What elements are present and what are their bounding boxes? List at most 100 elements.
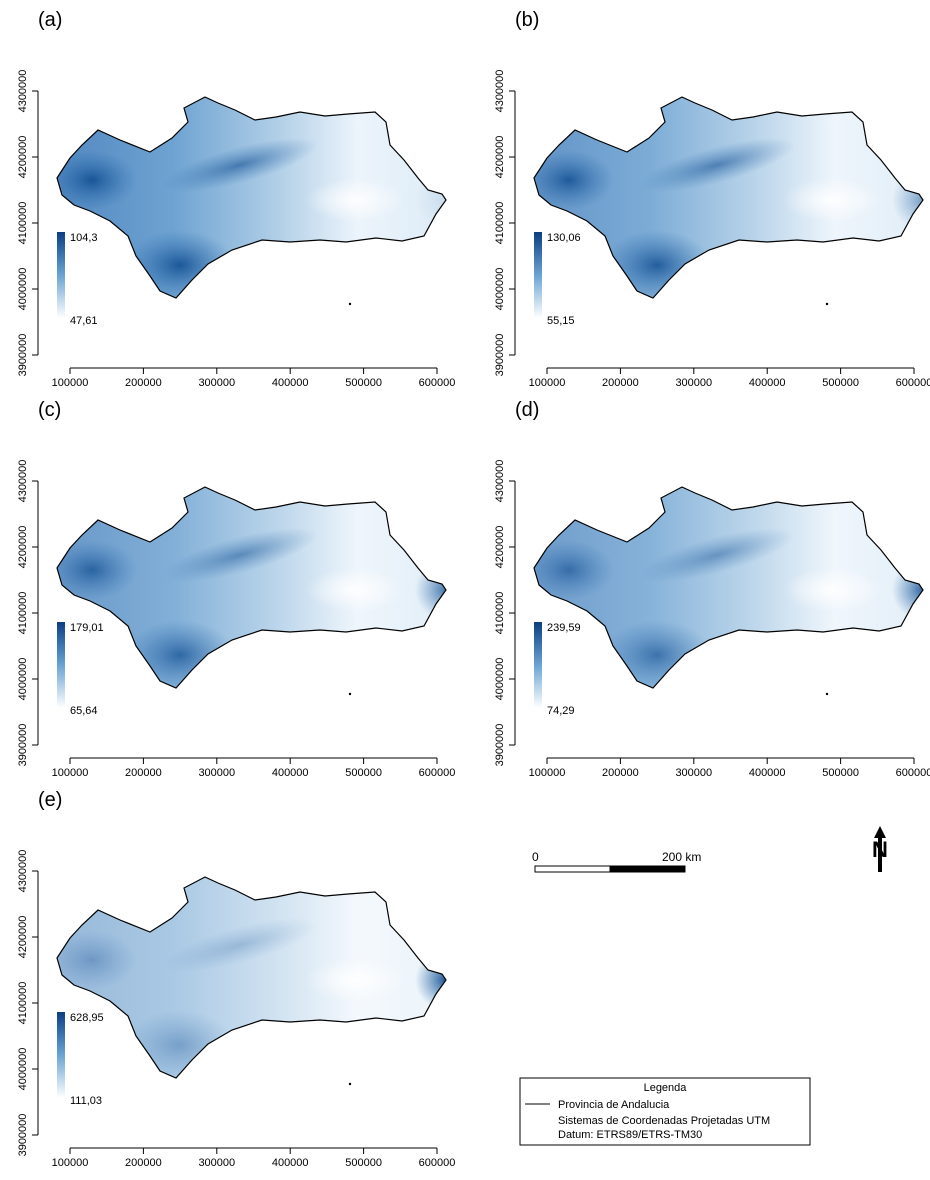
scale-segment bbox=[609, 865, 686, 873]
x-tick-label: 500000 bbox=[345, 1157, 382, 1169]
province-outline bbox=[533, 486, 924, 689]
x-tick-label: 300000 bbox=[198, 767, 235, 779]
dark-zone bbox=[415, 170, 446, 230]
scale-start: 0 bbox=[532, 850, 539, 864]
map-fill bbox=[534, 97, 923, 298]
panel-label: (b) bbox=[515, 9, 539, 31]
dark-zone bbox=[125, 1010, 235, 1078]
point bbox=[348, 302, 352, 306]
x-tick-label: 100000 bbox=[52, 1157, 89, 1169]
y-tick-label: 4000000 bbox=[17, 1048, 29, 1091]
dark-zone bbox=[415, 950, 446, 1010]
province-outline bbox=[56, 486, 447, 689]
x-tick-label: 600000 bbox=[419, 767, 456, 779]
scale-end: 200 km bbox=[662, 850, 701, 864]
y-tick-label: 3900000 bbox=[17, 1114, 29, 1157]
y-tick-label: 4000000 bbox=[17, 268, 29, 311]
y-tick-label: 4200000 bbox=[494, 136, 506, 179]
y-tick-label: 4300000 bbox=[17, 850, 29, 893]
y-tick-label: 4100000 bbox=[494, 202, 506, 245]
light-zone bbox=[782, 178, 882, 222]
light-zone bbox=[305, 568, 405, 612]
legend-min: 55,15 bbox=[547, 315, 575, 327]
y-tick-label: 4000000 bbox=[494, 658, 506, 701]
legend-max: 130,06 bbox=[547, 232, 581, 244]
legend-box bbox=[519, 1077, 811, 1146]
arrow bbox=[874, 826, 886, 872]
x-tick-label: 100000 bbox=[529, 767, 566, 779]
x-tick-label: 600000 bbox=[419, 377, 456, 389]
y-tick-label: 4100000 bbox=[17, 592, 29, 635]
y-tick-label: 3900000 bbox=[494, 724, 506, 767]
y-tick-label: 4100000 bbox=[17, 982, 29, 1025]
map-legend: Legenda Provincia de Andalucia Sistemas … bbox=[519, 1077, 811, 1146]
dark-zone bbox=[162, 527, 318, 583]
province-outline bbox=[56, 96, 447, 299]
color-bar bbox=[534, 232, 542, 318]
dark-zone bbox=[534, 150, 614, 210]
map-fill bbox=[57, 97, 446, 298]
legend-item: Provincia de Andalucia bbox=[558, 1099, 670, 1111]
x-tick-label: 100000 bbox=[529, 377, 566, 389]
color-bar bbox=[57, 1012, 65, 1098]
light-zone bbox=[305, 178, 405, 222]
color-bar bbox=[57, 232, 65, 318]
y-tick-label: 4300000 bbox=[17, 460, 29, 503]
scale-bar: 0 200 km bbox=[532, 850, 701, 873]
x-tick-label: 400000 bbox=[749, 377, 786, 389]
panel-label: (a) bbox=[38, 9, 62, 31]
y-tick-label: 4200000 bbox=[17, 526, 29, 569]
point bbox=[825, 302, 829, 306]
y-tick-label: 3900000 bbox=[17, 334, 29, 377]
y-tick-label: 4200000 bbox=[17, 136, 29, 179]
dark-zone bbox=[125, 230, 235, 298]
dark-zone bbox=[602, 230, 712, 298]
dark-zone bbox=[162, 917, 318, 973]
map-fill bbox=[57, 877, 446, 1078]
x-tick-label: 200000 bbox=[602, 767, 639, 779]
x-tick-label: 500000 bbox=[345, 767, 382, 779]
dark-zone bbox=[639, 527, 795, 583]
legend-item: Sistemas de Coordenadas Projetadas UTM bbox=[558, 1115, 770, 1127]
dark-zone bbox=[534, 540, 614, 600]
legend-max: 628,95 bbox=[70, 1012, 104, 1024]
color-bar bbox=[57, 622, 65, 708]
y-tick-label: 4000000 bbox=[494, 268, 506, 311]
x-tick-label: 100000 bbox=[52, 377, 89, 389]
y-tick-label: 3900000 bbox=[17, 724, 29, 767]
y-tick-label: 4100000 bbox=[494, 592, 506, 635]
x-tick-label: 300000 bbox=[675, 377, 712, 389]
light-zone bbox=[782, 568, 882, 612]
x-tick-label: 600000 bbox=[896, 377, 930, 389]
y-tick-label: 4300000 bbox=[17, 70, 29, 113]
legend-min: 111,03 bbox=[70, 1095, 102, 1107]
map-panel: (d) 239,59 74,29 3900000 4000000 4100000 42000… bbox=[494, 399, 930, 779]
dark-zone bbox=[602, 620, 712, 688]
legend-min: 65,64 bbox=[70, 705, 98, 717]
map-panel: (a) 104,3 47,61 3900000 4000000 4100000 420000… bbox=[17, 9, 456, 389]
x-tick-label: 200000 bbox=[125, 767, 162, 779]
legend-min: 47,61 bbox=[70, 315, 98, 327]
y-tick-label: 4100000 bbox=[17, 202, 29, 245]
x-tick-label: 600000 bbox=[896, 767, 930, 779]
panel-label: (d) bbox=[515, 399, 539, 421]
province-outline bbox=[533, 96, 924, 299]
y-tick-label: 4200000 bbox=[17, 916, 29, 959]
y-tick-label: 4300000 bbox=[494, 460, 506, 503]
dark-zone bbox=[415, 560, 446, 620]
map-panel: (c) 179,01 65,64 3900000 4000000 4100000 42000… bbox=[17, 399, 456, 779]
dark-zone bbox=[57, 150, 137, 210]
point bbox=[348, 692, 352, 696]
panel-label: (e) bbox=[38, 789, 62, 811]
map-fill bbox=[57, 487, 446, 688]
x-tick-label: 400000 bbox=[272, 767, 309, 779]
x-tick-label: 500000 bbox=[822, 377, 859, 389]
dark-zone bbox=[57, 930, 137, 990]
x-tick-label: 300000 bbox=[675, 767, 712, 779]
panel-label: (c) bbox=[38, 399, 61, 421]
scale-segment bbox=[534, 865, 611, 873]
x-tick-label: 300000 bbox=[198, 377, 235, 389]
legend-title: Legenda bbox=[644, 1082, 688, 1094]
legend-min: 74,29 bbox=[547, 705, 575, 717]
